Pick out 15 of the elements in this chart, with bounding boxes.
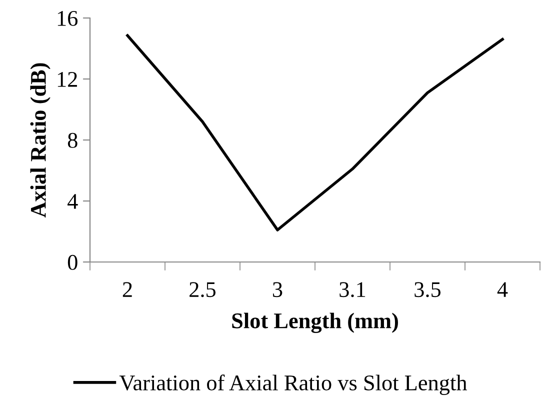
y-tick-label: 12 bbox=[58, 72, 77, 87]
legend-label: Variation of Axial Ratio vs Slot Length bbox=[119, 374, 467, 395]
x-tick-label: 4 bbox=[497, 282, 508, 297]
x-tick-label: 3.5 bbox=[414, 282, 441, 298]
x-tick-label: 3 bbox=[273, 282, 282, 298]
line-series bbox=[126, 34, 504, 232]
x-tick-label: 3.1 bbox=[340, 282, 366, 298]
y-tick-label: 16 bbox=[58, 10, 78, 26]
x-tick-label: 2.5 bbox=[190, 282, 216, 298]
y-tick-label: 0 bbox=[68, 254, 78, 270]
y-tick-label: 8 bbox=[68, 132, 78, 148]
x-tick-label: 2 bbox=[122, 282, 132, 297]
y-axis-title: Axial Ratio (dB) bbox=[30, 63, 50, 218]
x-axis-title: Slot Length (mm) bbox=[232, 312, 398, 334]
y-tick-label: 4 bbox=[68, 194, 78, 209]
